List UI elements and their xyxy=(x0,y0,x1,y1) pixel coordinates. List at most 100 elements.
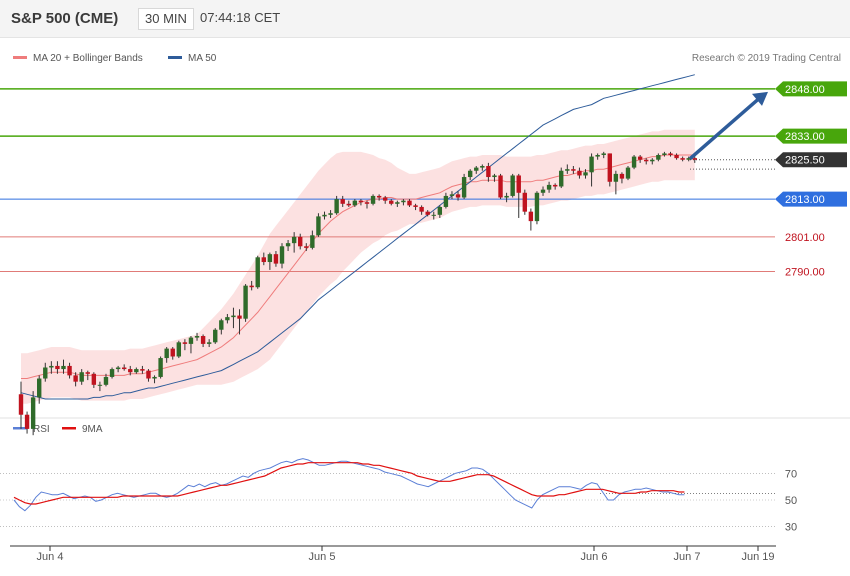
candle xyxy=(134,367,139,374)
candle xyxy=(170,347,175,360)
candle xyxy=(401,199,406,206)
candle-body xyxy=(364,202,370,204)
candle-body xyxy=(73,375,78,382)
candle-body xyxy=(425,211,430,215)
candle-body xyxy=(164,348,169,359)
candle-body xyxy=(662,153,667,155)
candle xyxy=(18,381,24,429)
candle xyxy=(30,391,36,436)
candle xyxy=(431,211,436,220)
legend-label-ma20: MA 20 + Bollinger Bands xyxy=(33,53,143,64)
candle xyxy=(644,158,649,165)
candle-body xyxy=(146,370,151,379)
research-credit: Research © 2019 Trading Central xyxy=(692,53,841,64)
candle xyxy=(565,164,570,174)
candle xyxy=(140,365,145,374)
rsi-tick-label: 50 xyxy=(785,495,797,507)
candle xyxy=(607,153,612,187)
candle-body xyxy=(631,156,637,168)
projection-arrow-line xyxy=(688,94,764,161)
candle-body xyxy=(449,194,455,196)
candle xyxy=(334,195,339,215)
candle-body xyxy=(85,372,90,374)
candle-body xyxy=(607,153,612,182)
candle xyxy=(164,347,169,363)
candle xyxy=(395,200,400,207)
candle xyxy=(364,200,370,209)
candle-body xyxy=(686,158,691,160)
candle xyxy=(407,199,412,207)
candle-body xyxy=(571,169,576,171)
candle xyxy=(291,232,297,253)
candle xyxy=(109,367,115,379)
candle xyxy=(534,191,540,225)
candle-body xyxy=(219,320,224,330)
candle xyxy=(601,151,606,159)
candle xyxy=(516,173,521,218)
candle xyxy=(358,199,364,206)
candle xyxy=(486,162,491,182)
x-axis-label: Jun 5 xyxy=(309,551,336,563)
candle xyxy=(322,211,327,220)
candle-body xyxy=(285,243,291,247)
candle xyxy=(310,230,315,250)
candle-body xyxy=(625,167,631,179)
level-tag-0 xyxy=(775,81,847,97)
candle-body xyxy=(613,173,619,182)
candle-body xyxy=(486,166,491,178)
candle xyxy=(37,375,42,404)
candle-body xyxy=(225,317,230,321)
candle xyxy=(67,362,72,379)
candle xyxy=(231,307,236,329)
candle-body xyxy=(170,348,175,357)
timeframe-selector[interactable]: 30 MIN xyxy=(138,8,194,30)
candle xyxy=(115,365,121,373)
candle xyxy=(619,172,625,184)
candle-body xyxy=(583,172,588,176)
level-label-1: 2833.00 xyxy=(785,131,825,143)
clock-readout: 07:44:18 CET xyxy=(200,10,281,25)
candle-body xyxy=(304,246,309,248)
candle-body xyxy=(467,170,473,178)
candle-body xyxy=(419,206,424,212)
candle xyxy=(674,153,679,160)
candle-body xyxy=(346,203,351,206)
candle xyxy=(656,153,661,162)
candle-body xyxy=(516,175,521,193)
candle xyxy=(182,339,188,351)
candle-body xyxy=(480,166,485,168)
candle xyxy=(425,210,430,217)
candles xyxy=(18,151,697,436)
candle xyxy=(376,194,382,201)
candle xyxy=(504,192,509,203)
candle-body xyxy=(656,155,661,160)
candle xyxy=(589,153,594,187)
level-label-2: 2825.50 xyxy=(785,155,825,167)
candle-body xyxy=(109,369,115,377)
x-axis-label: Jun 19 xyxy=(741,551,774,563)
candle-body xyxy=(18,394,24,415)
candle-body xyxy=(504,195,509,198)
candle xyxy=(97,381,103,392)
level-tag-3 xyxy=(775,191,847,207)
candle-body xyxy=(565,169,570,171)
candle-body xyxy=(528,211,534,222)
rsi-ma-line xyxy=(13,462,685,505)
candle xyxy=(61,359,66,374)
rsi-tick-label: 70 xyxy=(785,468,797,480)
candle-body xyxy=(121,367,127,370)
candle-body xyxy=(37,378,42,398)
level-label-4: 2801.00 xyxy=(785,232,825,244)
candle xyxy=(188,336,194,354)
candle-body xyxy=(407,200,412,206)
candle xyxy=(279,243,285,269)
candle xyxy=(650,158,655,165)
candle xyxy=(571,166,576,174)
candle-body xyxy=(182,342,188,344)
candle xyxy=(316,213,321,237)
candle xyxy=(474,166,479,174)
candle xyxy=(43,362,48,382)
candle xyxy=(467,169,473,181)
